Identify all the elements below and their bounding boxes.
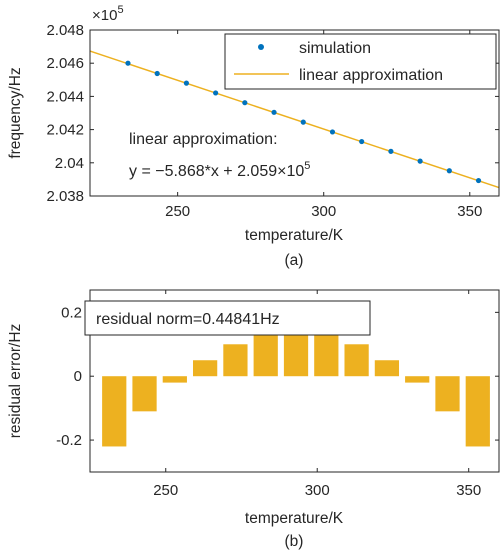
a-simulation-point (242, 100, 248, 106)
b-x-tick-label: 350 (456, 482, 481, 499)
a-simulation-point (183, 80, 190, 86)
a-simulation-point (359, 138, 365, 145)
a-legend-label-simulation: simulation (299, 40, 371, 57)
b-residual-bar (193, 360, 218, 377)
b-annotation-box (84, 300, 371, 336)
a-y-tick-label: 2.04 (55, 155, 84, 172)
b-residual-bar (102, 376, 127, 447)
b-y-tick-label: 0.2 (61, 304, 82, 321)
b-x-axis-title: temperature/K (245, 510, 344, 527)
a-x-tick-label: 300 (311, 203, 336, 220)
b-residual-bar (223, 344, 248, 377)
b-residual-bar (465, 376, 490, 447)
a-panel-label: (a) (285, 252, 304, 269)
a-simulation-point (475, 177, 482, 184)
panel-a: 250 300 350 2.0382.042.0422.0442.0462.048 … (7, 4, 500, 269)
b-residual-bar (314, 334, 339, 377)
a-x-tick-label: 250 (165, 203, 190, 220)
a-simulation-point (388, 148, 394, 154)
a-simulation-point (271, 109, 277, 115)
a-simulation-point (154, 70, 160, 77)
a-simulation-point (300, 119, 306, 125)
a-simulation-point (417, 158, 423, 164)
plot-b-frame (89, 289, 500, 473)
b-residual-bar (344, 344, 369, 377)
a-annotation-line1: linear approximation: (129, 131, 278, 148)
a-legend: simulation linear approximation (224, 33, 497, 90)
b-y-tick-label: -0.2 (56, 432, 82, 449)
b-series-residuals (102, 331, 490, 447)
a-y-tick-label: 2.048 (46, 22, 84, 39)
a-simulation-point (125, 60, 131, 66)
a-legend-marker-simulation (258, 44, 264, 50)
a-x-tick-labels: 250 300 350 (165, 203, 482, 220)
a-series-simulation (125, 60, 482, 184)
b-y-tick-label: 0 (74, 368, 82, 385)
a-legend-label-linear: linear approximation (299, 67, 443, 84)
a-y-tick-label: 2.042 (46, 122, 84, 139)
b-x-tick-label: 300 (305, 482, 330, 499)
panel-b: 250 300 350 -0.2 0 0.2 residual error/Hz tem… (7, 289, 500, 550)
a-simulation-point (446, 168, 452, 174)
plot-a-frame (89, 29, 500, 197)
a-y-axis-title: frequency/Hz (7, 67, 24, 158)
b-x-tick-label: 250 (153, 482, 178, 499)
a-annotation-line2: y = −5.868*x + 2.059×105 (129, 160, 310, 180)
b-residual-bar (283, 331, 309, 377)
b-panel-label: (b) (285, 533, 304, 550)
a-simulation-point (213, 90, 219, 96)
a-x-axis-title: temperature/K (245, 227, 344, 244)
a-legend-box (224, 33, 497, 90)
b-residual-bar (162, 376, 187, 383)
a-y-tick-label: 2.044 (46, 88, 84, 105)
b-residual-bar (435, 376, 460, 412)
b-residual-bar (253, 334, 278, 377)
a-y-tick-labels: 2.038 2.04 2.042 2.044 2.046 2.048 (46, 22, 84, 205)
b-residual-bar (374, 360, 400, 377)
a-y-tick-label: 2.038 (46, 188, 84, 205)
a-y-multiplier: ×105 (92, 4, 124, 24)
a-x-tick-label: 350 (457, 203, 482, 220)
b-y-axis-title: residual error/Hz (7, 324, 24, 439)
b-residual-bar (132, 376, 157, 412)
b-annotation-text: residual norm=0.44841Hz (96, 311, 280, 328)
a-y-tick-label: 2.046 (46, 55, 84, 72)
b-y-tick-labels: -0.2 0 0.2 (56, 304, 82, 449)
b-residual-bar (405, 376, 430, 383)
b-x-tick-labels: 250 300 350 (153, 482, 481, 499)
a-simulation-point (329, 129, 336, 135)
